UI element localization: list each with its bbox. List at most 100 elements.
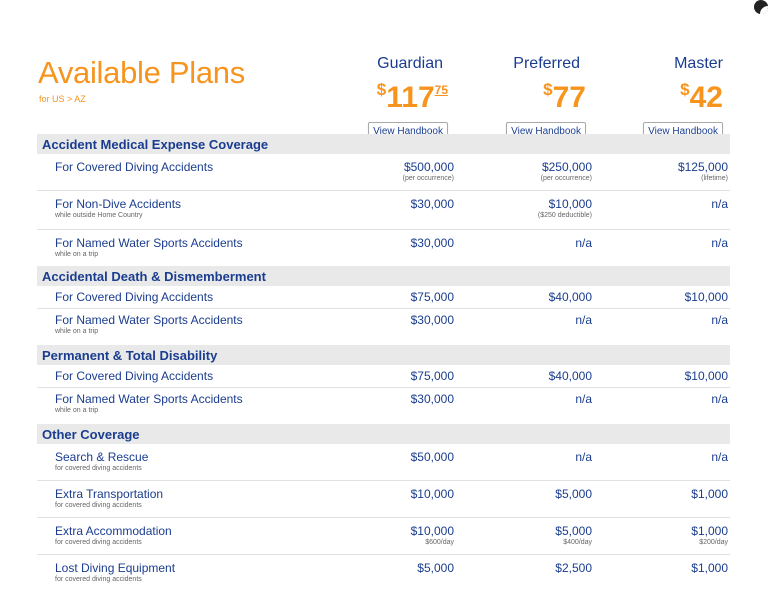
master-cell: n/a [711, 236, 728, 250]
plan-name: Guardian [377, 55, 443, 72]
section-header: Accident Medical Expense Coverage [37, 134, 730, 154]
section-body: For Covered Diving Accidents $500,000 (pe… [37, 154, 730, 266]
coverage-value: $30,000 [410, 236, 454, 250]
row-label: Lost Diving Equipment for covered diving… [55, 561, 175, 585]
row-label: For Named Water Sports Accidents while o… [55, 236, 243, 260]
section-header: Permanent & Total Disability [37, 345, 730, 365]
row-label: For Non-Dive Accidents while outside Hom… [55, 197, 181, 221]
guardian-cell: $500,000 (per occurrence) [403, 160, 454, 184]
plan-price: $77 [506, 74, 586, 114]
price-currency: $ [680, 80, 690, 99]
coverage-row: Search & Rescue for covered diving accid… [37, 444, 730, 481]
guardian-cell: $10,000 [411, 487, 454, 501]
guardian-cell: $75,000 [411, 290, 454, 304]
coverage-value: n/a [711, 392, 728, 406]
plan-price: $42 [643, 74, 723, 114]
preferred-cell: n/a [575, 392, 592, 406]
corner-badge-icon [754, 0, 768, 14]
coverage-value: n/a [711, 236, 728, 250]
master-cell: $1,000 $200/day [691, 524, 728, 548]
coverage-qualifier: while outside Home Country [55, 212, 143, 219]
guardian-cell: $50,000 [411, 450, 454, 464]
coverage-note: ($250 deductible) [537, 212, 592, 219]
coverage-name: For Covered Diving Accidents [55, 369, 214, 383]
coverage-table: Accident Medical Expense Coverage For Co… [37, 134, 730, 595]
coverage-value: n/a [575, 450, 592, 464]
coverage-value: $500,000 [403, 160, 454, 174]
coverage-name: For Named Water Sports Accidents [55, 313, 243, 327]
master-cell: $1,000 [691, 561, 728, 575]
preferred-cell: $40,000 [549, 290, 592, 304]
coverage-value: $30,000 [410, 197, 454, 211]
coverage-qualifier: while on a trip [55, 328, 99, 335]
preferred-cell: $250,000 (per occurrence) [541, 160, 592, 184]
row-label: For Named Water Sports Accidents while o… [55, 313, 243, 337]
price-currency: $ [543, 80, 553, 99]
coverage-value: $75,000 [410, 290, 454, 304]
master-cell: $10,000 [685, 290, 728, 304]
coverage-value: $5,000 [555, 487, 592, 501]
master-cell: n/a [711, 392, 728, 406]
price-dollars: 42 [689, 81, 723, 114]
guardian-cell: $5,000 [417, 561, 454, 575]
coverage-row: Extra Accommodation for covered diving a… [37, 518, 730, 555]
coverage-name: For Non-Dive Accidents [55, 197, 182, 211]
master-cell: n/a [711, 450, 728, 464]
coverage-qualifier: for covered diving accidents [55, 502, 142, 509]
plan-master: Master $42 View Handbook [643, 56, 723, 141]
coverage-value: $10,000 [410, 524, 454, 538]
coverage-value: $250,000 [541, 160, 592, 174]
plan-guardian: Guardian $11775 View Handbook [368, 56, 448, 141]
section-body: For Covered Diving Accidents $75,000 $40… [37, 286, 730, 345]
coverage-row: For Named Water Sports Accidents while o… [37, 230, 730, 266]
row-label: Extra Transportation for covered diving … [55, 487, 163, 511]
master-cell: $10,000 [685, 369, 728, 383]
plan-name: Master [674, 55, 723, 72]
coverage-value: $30,000 [410, 313, 454, 327]
row-label: Extra Accommodation for covered diving a… [55, 524, 172, 548]
coverage-value: $5,000 [555, 524, 592, 538]
coverage-row: Extra Transportation for covered diving … [37, 481, 730, 518]
section-header: Other Coverage [37, 424, 730, 444]
coverage-name: Search & Rescue [55, 450, 149, 464]
preferred-cell: $2,500 [555, 561, 592, 575]
preferred-cell: n/a [575, 450, 592, 464]
section-body: For Covered Diving Accidents $75,000 $40… [37, 365, 730, 424]
row-label: For Covered Diving Accidents [55, 369, 213, 383]
coverage-qualifier: for covered diving accidents [55, 539, 142, 546]
plan-preferred: Preferred $77 View Handbook [506, 56, 586, 141]
coverage-note: $200/day [699, 539, 728, 546]
coverage-qualifier: while on a trip [55, 407, 99, 414]
coverage-name: Extra Accommodation [55, 524, 172, 538]
coverage-value: $30,000 [410, 392, 454, 406]
price-currency: $ [376, 80, 387, 99]
preferred-cell: $40,000 [549, 369, 592, 383]
coverage-row: For Covered Diving Accidents $75,000 $40… [37, 286, 730, 309]
coverage-qualifier: while on a trip [55, 251, 99, 258]
guardian-cell: $30,000 [411, 313, 454, 327]
coverage-name: For Covered Diving Accidents [55, 160, 214, 174]
master-cell: n/a [711, 197, 728, 211]
coverage-row: For Non-Dive Accidents while outside Hom… [37, 191, 730, 230]
coverage-row: Lost Diving Equipment for covered diving… [37, 555, 730, 595]
guardian-cell: $10,000 $600/day [411, 524, 454, 548]
coverage-value: $40,000 [548, 290, 592, 304]
coverage-value: $125,000 [677, 160, 728, 174]
guardian-cell: $30,000 [411, 197, 454, 211]
coverage-value: $5,000 [417, 561, 454, 575]
location-subtitle: for US > AZ [39, 94, 86, 104]
preferred-cell: $5,000 $400/day [555, 524, 592, 548]
coverage-note: (per occurrence) [540, 175, 592, 182]
coverage-qualifier: for covered diving accidents [55, 576, 142, 583]
coverage-value: n/a [575, 313, 592, 327]
section-body: Search & Rescue for covered diving accid… [37, 444, 730, 595]
coverage-value: $75,000 [410, 369, 454, 383]
coverage-name: For Named Water Sports Accidents [55, 236, 243, 250]
price-cents: 75 [434, 83, 448, 97]
section-header: Accidental Death & Dismemberment [37, 266, 730, 286]
coverage-note: (lifetime) [701, 175, 728, 182]
coverage-value: $10,000 [684, 290, 728, 304]
coverage-value: n/a [575, 392, 592, 406]
coverage-name: Lost Diving Equipment [55, 561, 176, 575]
coverage-value: n/a [711, 197, 728, 211]
